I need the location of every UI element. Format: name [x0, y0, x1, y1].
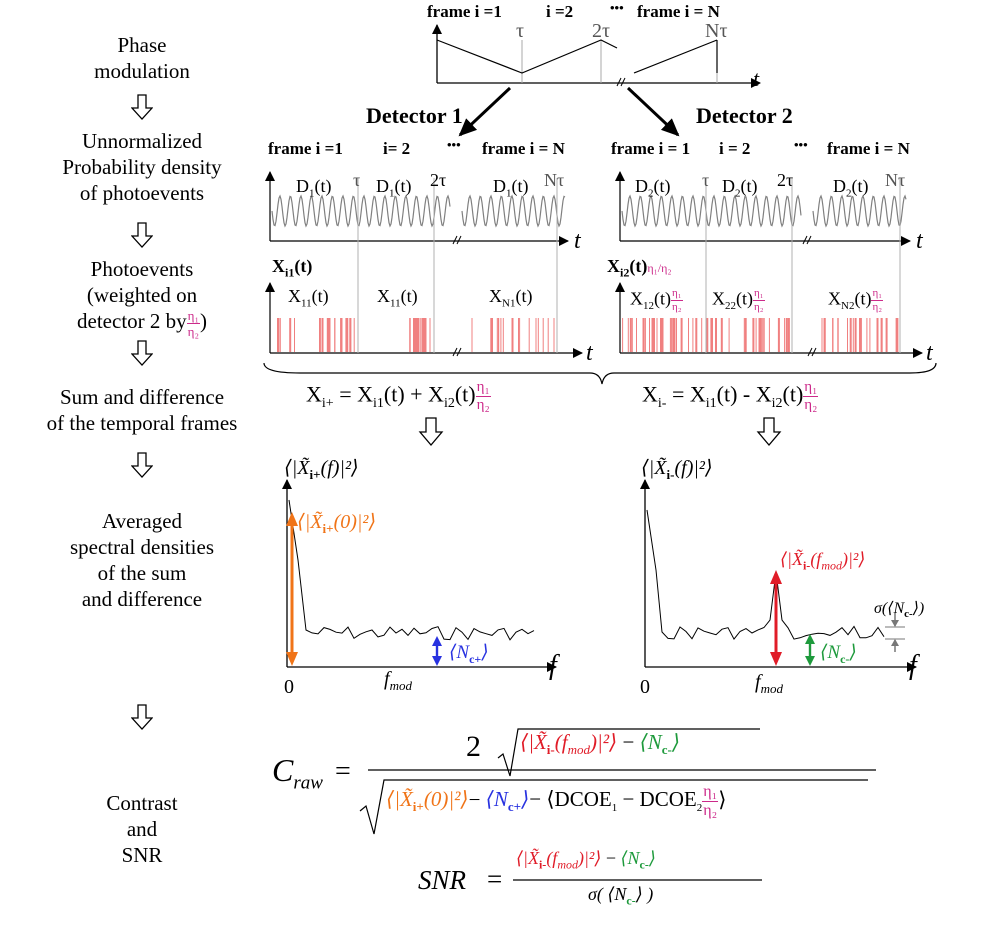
photoevents-d1: [277, 318, 555, 352]
down-arrow-icon: [131, 340, 153, 366]
events1-t-axis: t: [586, 340, 593, 366]
detector2-arrow: [626, 86, 680, 137]
d1-label-1: D1(t): [296, 176, 332, 200]
d2-dots: •••: [794, 137, 808, 152]
phase-tau: τ: [516, 20, 525, 42]
snr-denominator: σ( ⟨Nc-⟩ ): [588, 884, 654, 908]
d2-label-1: D2(t): [635, 176, 671, 200]
events-axes: [265, 282, 923, 358]
nc-minus-label: ⟨Nc-⟩: [820, 642, 857, 666]
density-wave-d2: [621, 194, 907, 228]
xn2-label: XN2(t) η₁ η₂: [828, 287, 884, 313]
x22-label: X22(t) η₁ η₂: [712, 287, 765, 313]
density-axes: [265, 171, 911, 246]
events2-t-axis: t: [926, 340, 933, 366]
diff-fmod-peak-label: ⟨|X̃i-(fmod)|²⟩: [780, 549, 866, 573]
craw-denominator: ⟨|X̃i+(0)|²⟩− ⟨Nc+⟩− ⟨DCOE1 − DCOE2 η₁ η₂ ⟩: [386, 783, 727, 819]
step-spectral-densities: Averaged spectral densities of the sum a…: [69, 509, 215, 611]
snr-symbol: SNR: [418, 865, 467, 895]
craw-symbol: Craw: [272, 752, 323, 794]
x11-label-2: X11(t): [377, 286, 418, 310]
step-probability-density: Unnormalized Probability density of phot…: [62, 129, 222, 205]
phase-ntau: Nτ: [705, 20, 728, 42]
d2-ntau: Nτ: [885, 170, 906, 190]
d2-t-axis: t: [916, 228, 923, 254]
phase-t-axis: t: [753, 66, 760, 91]
d2-frame-first: frame i = 1: [611, 139, 691, 158]
spectrum-sum: [288, 499, 535, 641]
d2-label-3: D2(t): [833, 176, 869, 200]
down-arrow-icon: [131, 452, 153, 478]
d1-label-2: D1(t): [376, 176, 412, 200]
spectrum-axes: [282, 479, 917, 672]
d1-frame-first: frame i =1: [268, 139, 343, 158]
sum-zero-peak-label: ⟨|X̃i+(0)|²⟩: [297, 511, 377, 536]
d2-frame-second: i = 2: [719, 139, 751, 158]
phase-plot: [432, 24, 761, 88]
sum-zero-tick: 0: [284, 676, 294, 698]
frame-dividers: [357, 178, 901, 353]
step-photoevents: Photoevents (weighted on detector 2 by η₁…: [77, 257, 207, 339]
detector1-arrow: [458, 86, 512, 137]
x11-label-1: X11(t): [288, 286, 329, 310]
down-arrow-icon: [756, 417, 782, 447]
step-phase-modulation: Phase modulation: [94, 33, 190, 83]
detector2-label: Detector 2: [696, 103, 793, 128]
d1-2tau: 2τ: [430, 170, 447, 190]
sigma-label: σ(⟨Nc-⟩): [874, 600, 925, 621]
diff-formula: Xi- = Xi1(t) - Xi2(t) η₁ η₂: [642, 379, 819, 413]
spectrum-sum-axis-label: ⟨|X̃i+(f)|²⟩: [284, 457, 359, 482]
sum-fmod-tick: fmod: [384, 668, 412, 693]
photoevents-d2: [622, 318, 899, 352]
step-contrast-snr: Contrast and SNR: [106, 791, 178, 867]
step-sum-difference: Sum and difference of the temporal frame…: [46, 385, 238, 435]
down-arrow-icon: [131, 704, 153, 730]
craw-equals: =: [335, 756, 351, 787]
x12-label: X12(t) η₁ η₂: [630, 287, 683, 313]
phase-dots: •••: [610, 0, 624, 15]
d1-tau: τ: [353, 170, 361, 190]
down-arrow-icon: [131, 94, 153, 120]
d2-label-2: D2(t): [722, 176, 758, 200]
density-wave-d1: [271, 194, 566, 228]
d1-ntau: Nτ: [544, 170, 565, 190]
d1-frame-second: i= 2: [383, 139, 411, 158]
phase-2tau: 2τ: [592, 20, 611, 42]
d2-frame-last: frame i = N: [827, 139, 910, 158]
spectrum-diff: [646, 509, 885, 641]
craw-numerator: ⟨|X̃i-(fmod)|²⟩ − ⟨Nc-⟩: [520, 730, 681, 758]
d2-tau: τ: [702, 170, 710, 190]
xi2-label: Xi2(t)η₁/η₂: [607, 256, 672, 280]
d1-label-3: D1(t): [493, 176, 529, 200]
d1-t-axis: t: [574, 228, 581, 254]
nc-plus-label: ⟨Nc+⟩: [449, 642, 489, 666]
xn1-label: XN1(t): [489, 286, 533, 310]
snr-numerator: ⟨|X̃i-(fmod)|²⟩ − ⟨Nc-⟩: [516, 848, 656, 872]
diff-f-axis: f: [909, 650, 917, 681]
brace: [263, 362, 937, 385]
diff-zero-tick: 0: [640, 676, 650, 698]
diff-fmod-tick: fmod: [755, 671, 783, 696]
snr-equals: =: [487, 864, 503, 894]
xi1-label: Xi1(t): [272, 256, 313, 280]
craw-two: 2: [466, 730, 481, 763]
phase-frame-first: frame i =1: [427, 2, 502, 21]
phase-frame-last: frame i = N: [637, 2, 720, 21]
sum-formula: Xi+ = Xi1(t) + Xi2(t) η₁ η₂: [306, 379, 491, 413]
d1-frame-last: frame i = N: [482, 139, 565, 158]
sum-f-axis: f: [549, 650, 557, 681]
phase-frame-second: i =2: [546, 2, 574, 21]
spectrum-diff-axis-label: ⟨|X̃i-(f)|²⟩: [641, 457, 713, 482]
down-arrow-icon: [418, 417, 444, 447]
down-arrow-icon: [131, 222, 153, 248]
sqrt-numerator: [497, 728, 760, 777]
d1-dots: •••: [447, 137, 461, 152]
spectrum-markers: [286, 512, 905, 666]
d2-2tau: 2τ: [777, 170, 794, 190]
detector1-label: Detector 1: [366, 103, 463, 128]
sqrt-denominator: [359, 779, 868, 835]
